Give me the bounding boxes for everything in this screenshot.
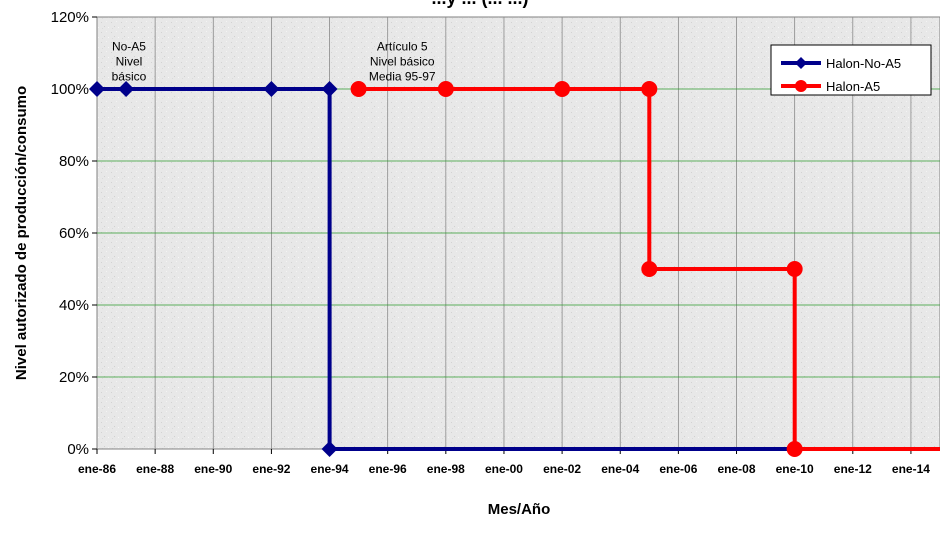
data-point-diamond — [321, 441, 338, 457]
x-tick-label: ene-06 — [659, 462, 697, 476]
data-point-circle — [641, 81, 658, 97]
x-tick-label: ene-92 — [252, 462, 290, 476]
data-point-diamond — [321, 81, 338, 97]
x-tick-label: ene-96 — [369, 462, 407, 476]
data-point-circle — [350, 81, 367, 97]
x-tick-label: ene-04 — [601, 462, 639, 476]
data-point-diamond — [118, 81, 135, 97]
x-tick-label: ene-94 — [311, 462, 349, 476]
x-tick-label: ene-90 — [194, 462, 232, 476]
series-line-2 — [358, 87, 940, 451]
data-point-diamond — [263, 81, 280, 97]
chart-title: ...y ... (... ...) — [431, 0, 528, 8]
y-tick-label: 0% — [67, 441, 89, 458]
data-point-circle — [786, 441, 803, 457]
legend-label: Halon-No-A5 — [826, 56, 901, 71]
y-tick-label: 60% — [59, 225, 89, 242]
annotation-text: básico — [112, 69, 147, 83]
annotation-text: Media 95-97 — [369, 69, 436, 83]
y-tick-label: 120% — [51, 9, 89, 26]
y-tick-label: 80% — [59, 153, 89, 170]
x-tick-label: ene-00 — [485, 462, 523, 476]
data-point-circle — [437, 81, 454, 97]
x-tick-label: ene-12 — [834, 462, 872, 476]
x-tick-label: ene-10 — [776, 462, 814, 476]
legend-items: Halon-No-A5 Halon-A5 — [781, 56, 901, 94]
x-tick-label: ene-08 — [718, 462, 756, 476]
x-axis-ticks: ene-86 ene-88 ene-90 ene-92 ene-94 ene-96 ene-… — [78, 449, 930, 476]
data-point-circle — [554, 81, 571, 97]
y-tick-label: 20% — [59, 369, 89, 386]
data-point-diamond — [89, 81, 105, 97]
series-group — [89, 81, 940, 457]
data-point-circle — [786, 261, 803, 277]
annotation-text: Nivel básico — [370, 54, 435, 68]
x-tick-label: ene-02 — [543, 462, 581, 476]
x-axis-title: Mes/Año — [488, 501, 551, 518]
y-axis-ticks: 0% 20% 40% 60% 80% 100% 120% — [51, 9, 97, 458]
legend: Halon-No-A5 Halon-A5 — [770, 44, 932, 96]
x-tick-label: ene-14 — [892, 462, 930, 476]
annotation-text: Artículo 5 — [377, 39, 428, 53]
x-tick-label: ene-86 — [78, 462, 116, 476]
annotation-text: No-A5 — [112, 39, 146, 53]
legend-marker-diamond — [795, 57, 807, 69]
data-point-circle — [641, 261, 658, 277]
legend-label: Halon-A5 — [826, 79, 880, 94]
y-tick-label: 100% — [51, 81, 89, 98]
annotation-text: Nivel — [116, 54, 143, 68]
y-tick-label: 40% — [59, 297, 89, 314]
x-tick-label: ene-98 — [427, 462, 465, 476]
x-tick-label: ene-88 — [136, 462, 174, 476]
y-axis-title: Nivel autorizado de producción/consumo — [13, 86, 30, 380]
legend-marker-circle — [795, 80, 807, 92]
